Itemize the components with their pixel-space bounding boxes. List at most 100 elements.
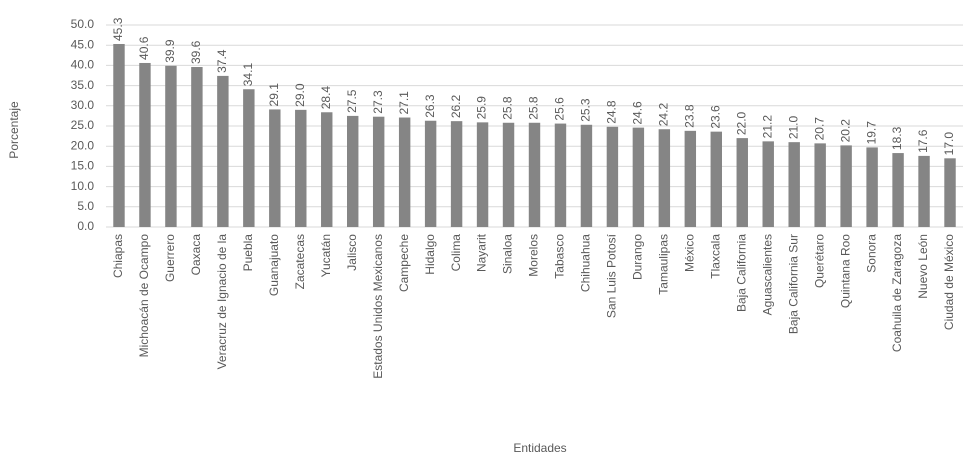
- x-tick-label: Chiapas: [111, 234, 125, 278]
- bar: [191, 67, 203, 228]
- value-label: 17.0: [942, 132, 956, 156]
- value-label: 28.4: [319, 86, 333, 110]
- x-tick-label: Guerrero: [163, 234, 177, 282]
- bar: [346, 115, 359, 227]
- bar: [892, 153, 904, 227]
- x-tick-label: Zacatecas: [293, 234, 307, 289]
- x-tick-label: México: [682, 234, 696, 272]
- x-axis-title: Entidades: [513, 441, 566, 455]
- value-label: 25.8: [527, 96, 541, 120]
- y-tick-label: 35.0: [71, 78, 95, 92]
- x-tick-label: Tabasco: [553, 234, 567, 279]
- y-tick-label: 10.0: [71, 179, 95, 193]
- value-label: 45.3: [111, 17, 125, 41]
- bar: [476, 122, 489, 227]
- value-label: 39.9: [163, 39, 177, 63]
- y-axis-title: Porcentaje: [7, 101, 21, 159]
- bar: [321, 112, 333, 227]
- x-tick-label: Nuevo León: [916, 234, 930, 299]
- x-tick-label: Tlaxcala: [708, 234, 722, 279]
- bar: [632, 127, 645, 227]
- bar: [710, 131, 723, 227]
- value-label: 25.3: [579, 98, 593, 122]
- bar: [398, 117, 411, 227]
- x-tick-label: San Luis Potosí: [605, 233, 619, 318]
- bar: [165, 65, 177, 227]
- bar: [554, 123, 567, 227]
- x-tick-label: Hidalgo: [423, 234, 437, 275]
- bar: [762, 141, 774, 227]
- y-tick-label: 0.0: [77, 219, 94, 233]
- value-label: 27.5: [345, 89, 359, 113]
- y-tick-label: 40.0: [71, 58, 95, 72]
- y-tick-label: 30.0: [71, 98, 95, 112]
- x-tick-label: Morelos: [527, 234, 541, 277]
- x-tick-label: Ciudad de México: [942, 234, 956, 330]
- value-label: 18.3: [890, 126, 904, 150]
- value-label: 23.8: [682, 104, 696, 128]
- bar: [840, 145, 852, 227]
- x-tick-label: Yucatán: [319, 234, 333, 277]
- value-label: 29.1: [267, 83, 281, 107]
- value-label: 19.7: [864, 121, 878, 145]
- value-label: 20.7: [812, 117, 826, 141]
- y-tick-label: 15.0: [71, 159, 95, 173]
- value-label: 17.6: [916, 129, 930, 153]
- y-tick-label: 5.0: [77, 199, 94, 213]
- value-label: 24.2: [657, 103, 671, 127]
- x-tick-label: Jalisco: [345, 234, 359, 271]
- x-tick-label: Quintana Roo: [838, 234, 852, 308]
- x-tick-label: Coahuila de Zaragoza: [890, 234, 904, 352]
- value-label: 25.9: [475, 96, 489, 120]
- x-tick-label: Colima: [449, 234, 463, 272]
- value-label: 21.0: [786, 115, 800, 139]
- x-tick-label: Michoacán de Ocampo: [137, 234, 151, 358]
- bar: [243, 89, 255, 228]
- value-label: 21.2: [760, 115, 774, 139]
- x-tick-label: Estados Unidos Mexicanos: [371, 234, 385, 379]
- x-tick-label: Durango: [631, 234, 645, 280]
- bar: [372, 116, 385, 227]
- x-tick-label: Sonora: [864, 234, 878, 273]
- x-tick-label: Veracruz de Ignacio de la: [215, 234, 229, 370]
- bar: [113, 43, 125, 227]
- value-label: 40.6: [137, 36, 151, 60]
- bar: [684, 130, 697, 227]
- bar: [580, 124, 593, 227]
- bar: [139, 62, 151, 228]
- x-tick-label: Baja California Sur: [786, 234, 800, 334]
- bar: [918, 155, 930, 227]
- bar: [450, 121, 463, 227]
- bar: [866, 147, 878, 227]
- x-tick-label: Chihuahua: [579, 234, 593, 292]
- bar: [217, 75, 229, 228]
- x-tick-label: Nayarit: [475, 233, 489, 272]
- bar: [658, 129, 671, 227]
- x-tick-label: Querétaro: [812, 234, 826, 288]
- value-label: 37.4: [215, 49, 229, 73]
- bar: [502, 122, 515, 227]
- x-tick-label: Guanajuato: [267, 234, 281, 296]
- value-label: 26.3: [423, 94, 437, 118]
- value-label: 24.6: [631, 101, 645, 125]
- value-label: 24.8: [605, 100, 619, 124]
- value-label: 27.3: [371, 90, 385, 114]
- bar: [424, 120, 437, 227]
- value-label: 34.1: [241, 63, 255, 87]
- x-tick-label: Tamaulipas: [657, 234, 671, 295]
- bar: [788, 142, 800, 227]
- value-label: 20.2: [838, 119, 852, 143]
- value-label: 27.1: [397, 91, 411, 115]
- bar: [269, 109, 281, 227]
- value-label: 22.0: [734, 111, 748, 135]
- x-tick-label: Sinaloa: [501, 234, 515, 274]
- bar: [814, 143, 826, 227]
- value-label: 29.0: [293, 83, 307, 107]
- x-tick-label: Campeche: [397, 234, 411, 292]
- value-label: 26.2: [449, 94, 463, 118]
- y-tick-label: 45.0: [71, 37, 95, 51]
- value-label: 25.8: [501, 96, 515, 120]
- value-label: 25.6: [553, 97, 567, 121]
- bar: [736, 138, 748, 227]
- value-label: 23.6: [708, 105, 722, 129]
